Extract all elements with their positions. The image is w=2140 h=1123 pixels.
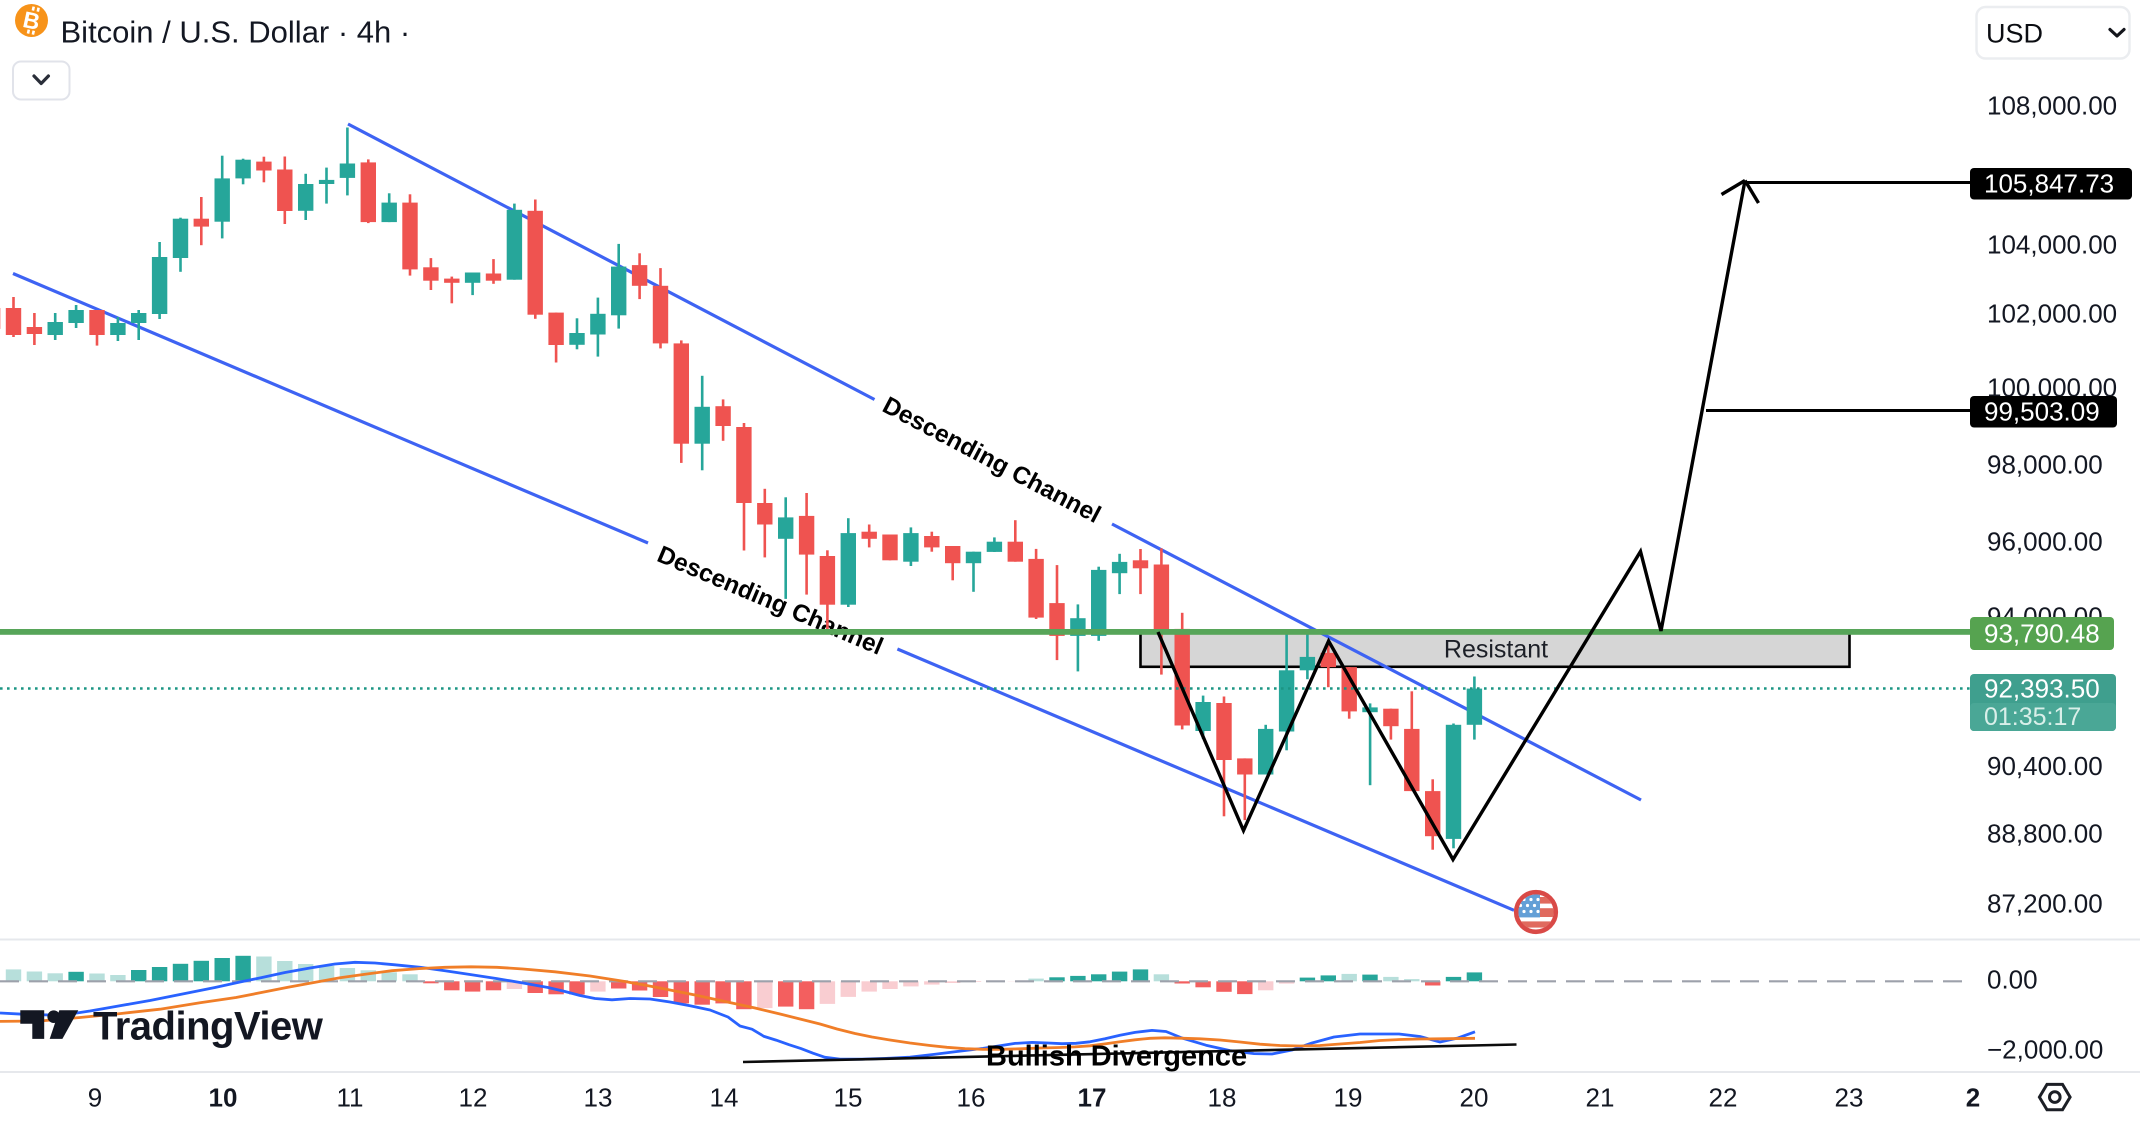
svg-text:22: 22 [1709, 1083, 1738, 1113]
svg-text:14: 14 [710, 1083, 739, 1113]
svg-text:USD: USD [1986, 19, 2043, 49]
svg-text:12: 12 [459, 1083, 488, 1113]
svg-text:−2,000.00: −2,000.00 [1987, 1034, 2103, 1064]
svg-text:10: 10 [209, 1083, 238, 1113]
svg-text:Bitcoin / U.S. Dollar · 4h ·: Bitcoin / U.S. Dollar · 4h · [61, 15, 411, 50]
svg-text:16: 16 [957, 1083, 986, 1113]
svg-text:90,400.00: 90,400.00 [1987, 751, 2103, 781]
svg-text:20: 20 [1460, 1083, 1489, 1113]
svg-text:21: 21 [1586, 1083, 1615, 1113]
svg-text:102,000.00: 102,000.00 [1987, 299, 2117, 329]
svg-text:18: 18 [1208, 1083, 1237, 1113]
svg-text:105,847.73: 105,847.73 [1984, 169, 2114, 199]
svg-text:23: 23 [1835, 1083, 1864, 1113]
svg-text:96,000.00: 96,000.00 [1987, 527, 2103, 557]
svg-text:98,000.00: 98,000.00 [1987, 450, 2103, 480]
svg-text:104,000.00: 104,000.00 [1987, 230, 2117, 260]
svg-text:01:35:17: 01:35:17 [1984, 703, 2081, 731]
svg-text:93,790.48: 93,790.48 [1984, 619, 2100, 649]
svg-text:Bullish Divergence: Bullish Divergence [986, 1041, 1247, 1073]
svg-text:2: 2 [1966, 1083, 1980, 1113]
svg-text:108,000.00: 108,000.00 [1987, 91, 2117, 121]
svg-text:92,393.50: 92,393.50 [1984, 674, 2100, 704]
svg-text:9: 9 [88, 1083, 102, 1113]
svg-text:Resistant: Resistant [1444, 636, 1548, 664]
svg-text:0.00: 0.00 [1987, 965, 2038, 995]
svg-text:99,503.09: 99,503.09 [1984, 397, 2100, 427]
svg-text:TradingView: TradingView [93, 1005, 324, 1049]
svg-text:13: 13 [584, 1083, 613, 1113]
svg-text:19: 19 [1334, 1083, 1363, 1113]
svg-text:88,800.00: 88,800.00 [1987, 819, 2103, 849]
svg-text:87,200.00: 87,200.00 [1987, 889, 2103, 919]
svg-text:17: 17 [1078, 1083, 1107, 1113]
svg-text:15: 15 [834, 1083, 863, 1113]
svg-text:11: 11 [337, 1083, 364, 1113]
